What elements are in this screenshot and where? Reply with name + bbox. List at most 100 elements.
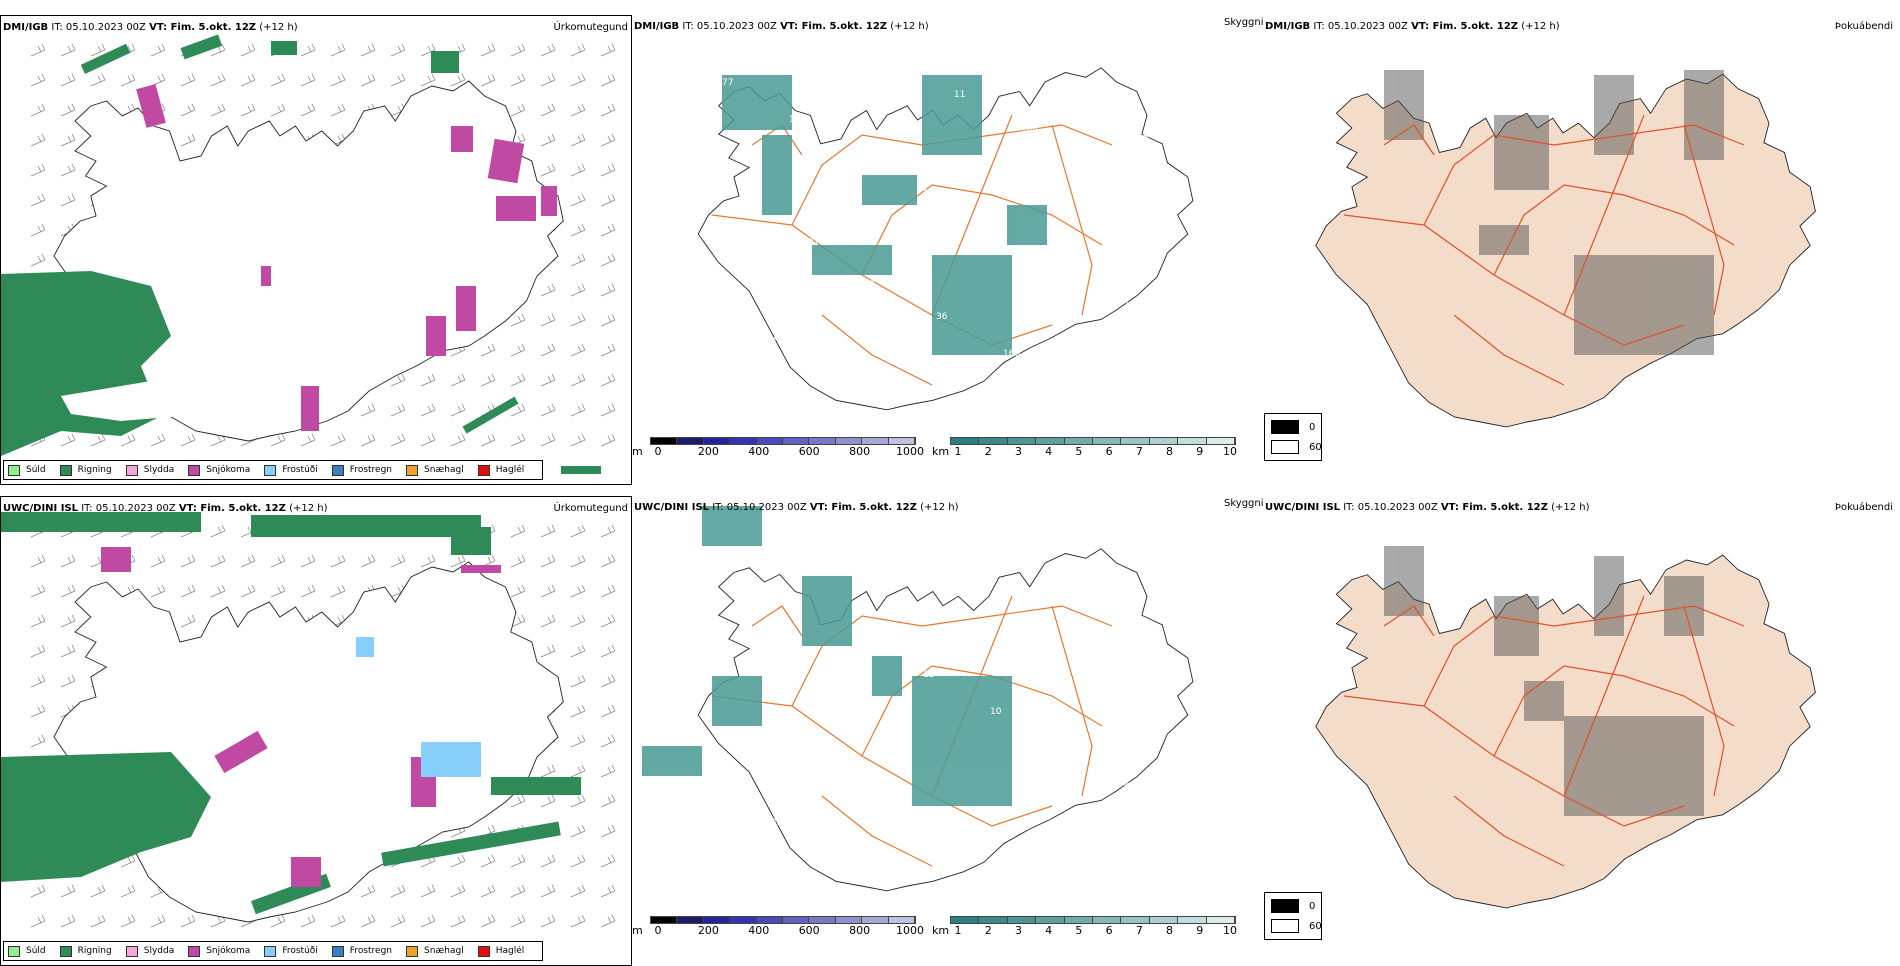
colorbar-tick: 6 — [1105, 924, 1113, 937]
road — [821, 314, 933, 386]
valid-time: VT: Fim. 5.okt. 12Z — [780, 21, 888, 32]
legend-label: Rigning — [77, 946, 112, 956]
wind-barb — [570, 103, 586, 117]
wind-barb — [510, 614, 526, 628]
visibility-value-label: 5 — [905, 121, 911, 131]
wind-barb — [150, 914, 166, 928]
wind-barb — [180, 433, 196, 447]
colorbar-tick: 8 — [1166, 445, 1174, 458]
wind-barb — [60, 433, 76, 447]
colorbar-bin — [1064, 917, 1094, 923]
road — [1453, 314, 1565, 386]
visibility-value-label: 116 — [869, 275, 886, 285]
wind-barb — [600, 914, 616, 928]
wind-barb — [360, 884, 376, 898]
visibility-value-label: 101 — [802, 238, 819, 248]
wind-barb — [180, 103, 196, 117]
colorbar-tick: 0 — [654, 924, 662, 937]
wind-barb — [540, 764, 556, 778]
colorbar-strip — [950, 437, 1236, 445]
road — [1683, 605, 1725, 797]
wind-barb — [30, 704, 46, 718]
wind-barb — [90, 43, 106, 57]
lead-time: (+12 h) — [285, 503, 328, 514]
legend-label: Haglél — [495, 946, 525, 956]
wind-barb — [510, 884, 526, 898]
visibility-colorbar: km 1 2 3 4 5 6 7 8 9 10 — [932, 916, 1252, 956]
wind-barb — [600, 614, 616, 628]
fog-legend-item: 0 — [1271, 899, 1315, 913]
road — [711, 695, 1053, 827]
wind-barb — [600, 794, 616, 808]
wind-barb — [30, 223, 46, 237]
road — [1683, 124, 1725, 316]
legend-label: Snjókoma — [206, 465, 251, 475]
wind-barb — [510, 43, 526, 57]
colorbar-tick: 1000 — [896, 924, 924, 937]
wind-barb — [270, 554, 286, 568]
wind-barb — [600, 403, 616, 417]
road — [751, 605, 803, 637]
colorbar-bin — [835, 438, 863, 444]
legend-item: Slydda — [125, 945, 175, 957]
model-name: UWC/DINI ISL — [1265, 502, 1341, 513]
wind-barb — [600, 343, 616, 357]
wind-barb — [30, 73, 46, 87]
colorbar-tick: 5 — [1075, 445, 1083, 458]
colorbar-bin — [1178, 438, 1207, 444]
wind-barb — [450, 73, 466, 87]
visibility-value-label: 11 — [954, 90, 965, 100]
colorbar-tick: 7 — [1135, 924, 1143, 937]
legend-item: Rigning — [59, 945, 112, 957]
visibility-map-top: 77 144 71 163 31 79 148 77 28 5 275 138 126 12 83 47 11 1… — [697, 67, 1194, 411]
fog-legend: 0 60 — [1264, 413, 1322, 461]
wind-barb — [450, 433, 466, 447]
legend-swatch — [8, 464, 20, 476]
wind-barb — [360, 914, 376, 928]
wind-barb — [480, 73, 496, 87]
wind-barb — [510, 313, 526, 327]
colorbar-bin — [1007, 438, 1037, 444]
wind-barb — [60, 674, 76, 688]
visibility-value-label: 126 — [1106, 232, 1123, 242]
visibility-value-label: 77 — [771, 337, 782, 347]
wind-barb — [570, 644, 586, 658]
wind-barb — [60, 614, 76, 628]
colorbar-tick: 400 — [748, 445, 770, 458]
wind-barb — [510, 433, 526, 447]
road — [1423, 605, 1745, 707]
wind-barb — [450, 884, 466, 898]
low-visibility-areas — [642, 506, 1012, 806]
wind-barb — [540, 343, 556, 357]
colorbar-bin — [783, 917, 810, 923]
road — [1343, 695, 1685, 827]
wind-barb — [330, 554, 346, 568]
legend-item: Súld — [8, 945, 46, 957]
legend-item: Snæhagl — [406, 464, 464, 476]
wind-barb — [570, 343, 586, 357]
wind-barb — [480, 43, 496, 57]
legend-label: Slydda — [143, 946, 175, 956]
visibility-value-label: 160 — [1003, 349, 1020, 359]
wind-barb — [600, 674, 616, 688]
wind-barb — [90, 433, 106, 447]
road — [1051, 605, 1093, 797]
wind-barb — [540, 584, 556, 598]
wind-barb — [570, 914, 586, 928]
wind-barb — [240, 103, 256, 117]
wind-barb — [180, 133, 196, 147]
visibility-value-label: 12 — [753, 269, 764, 279]
wind-barb — [600, 704, 616, 718]
wind-barb — [420, 554, 436, 568]
elevation-colorbar: m 0 200 400 600 800 1000 — [632, 437, 932, 477]
visibility-value-label: 48 — [1124, 781, 1136, 791]
colorbar-tick: 9 — [1196, 445, 1204, 458]
colorbar-tick: 3 — [1014, 445, 1022, 458]
colorbar-tick: 800 — [849, 924, 871, 937]
wind-barb — [600, 764, 616, 778]
legend-item: Snæhagl — [406, 945, 464, 957]
road — [1423, 124, 1745, 226]
wind-barb — [120, 854, 136, 868]
legend-swatch — [331, 945, 344, 957]
model-name: UWC/DINI ISL — [3, 503, 79, 514]
